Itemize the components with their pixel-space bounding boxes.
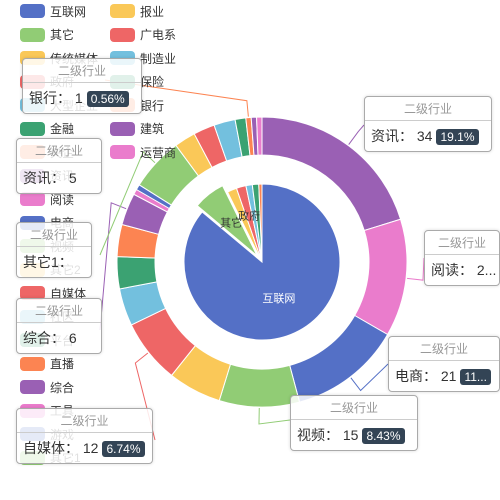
legend-swatch: [20, 356, 45, 371]
legend-item[interactable]: 建筑: [110, 120, 164, 138]
legend-label: 广电系: [140, 28, 177, 42]
legend-item[interactable]: 自媒体: [20, 284, 86, 302]
legend-item[interactable]: 其它: [20, 26, 74, 44]
legend-label: 自媒体: [50, 286, 87, 301]
tooltip-body: 银行： 1 0.56%: [23, 83, 141, 113]
tooltip-header: 二级行业: [425, 231, 499, 255]
legend-item[interactable]: 阅读: [20, 190, 74, 208]
legend-swatch: [110, 4, 135, 18]
inner-pie: [183, 183, 341, 341]
tooltip-header: 二级行业: [365, 97, 491, 121]
legend-label: 银行: [140, 98, 165, 113]
tooltip-body: 自媒体： 12 6.74%: [17, 433, 152, 463]
inner-slice-label-1: 其它: [220, 216, 242, 230]
tooltip-body: 资讯： 34 19.1%: [365, 121, 491, 151]
tooltip-percent: 6.74%: [102, 441, 145, 457]
tooltip-header: 二级行业: [389, 337, 499, 361]
inner-slice-label-3: 政府: [238, 209, 260, 223]
tooltip-box: 二级行业阅读： 2...: [424, 230, 500, 286]
legend-label: 保险: [140, 75, 165, 89]
legend-item[interactable]: 直播: [20, 355, 74, 373]
tooltip-value: 电商： 21: [395, 368, 457, 384]
outer-slice-19[interactable]: [256, 116, 263, 156]
legend-item[interactable]: 互联网: [20, 2, 86, 20]
outer-slice-1[interactable]: [353, 218, 408, 336]
tooltip-body: 阅读： 2...: [425, 255, 499, 285]
tooltip-body: 资讯： 5: [17, 163, 101, 193]
legend-label: 运营商: [140, 145, 177, 160]
legend-item[interactable]: 报业: [110, 2, 164, 20]
legend-label: 报业: [140, 4, 165, 19]
legend-swatch: [20, 4, 45, 18]
tooltip-box: 二级行业综合： 6: [16, 298, 102, 354]
tooltip-value: 自媒体： 12: [23, 440, 99, 456]
tooltip-box: 二级行业资讯： 5: [16, 138, 102, 194]
leader-line-7: [104, 79, 249, 117]
tooltip-value: 资讯： 34: [371, 128, 433, 144]
tooltip-body: 其它1：: [17, 247, 91, 277]
tooltip-header: 二级行业: [17, 139, 101, 163]
leader-line-5: [99, 202, 127, 331]
legend-item[interactable]: 综合: [20, 378, 74, 396]
outer-slice-2[interactable]: [289, 314, 389, 403]
legend-item[interactable]: 金融: [20, 120, 74, 138]
tooltip-value: 银行： 1: [29, 90, 83, 106]
legend-label: 制造业: [140, 51, 177, 66]
legend-swatch: [110, 27, 135, 42]
legend-swatch: [20, 380, 45, 394]
tooltip-header: 二级行业: [291, 396, 417, 420]
tooltip-box: 二级行业 电商： 21 11...: [388, 336, 500, 392]
leader-line-0: [348, 124, 365, 145]
inner-slice-6[interactable]: [258, 183, 263, 263]
leader-lines: [99, 79, 425, 441]
tooltip-body: 电商： 21 11...: [389, 361, 499, 391]
tooltip-body: 综合： 6: [17, 323, 101, 353]
leader-line-2: [350, 363, 389, 392]
inner-slice-1[interactable]: [196, 185, 258, 257]
tooltip-value: 综合： 6: [23, 330, 77, 346]
leader-line-3: [258, 407, 291, 425]
outer-ring: [116, 116, 408, 408]
legend-label: 阅读: [50, 192, 75, 207]
tooltip-body: 视频： 15 8.43%: [291, 420, 417, 450]
tooltip-value: 其它1：: [23, 254, 73, 270]
legend-label: 综合: [50, 380, 75, 395]
legend-swatch: [20, 121, 45, 136]
legend-label: 建筑: [140, 122, 165, 136]
legend-swatch: [20, 192, 45, 206]
legend-label: 金融: [50, 122, 75, 136]
legend-item[interactable]: 广电系: [110, 26, 176, 44]
tooltip-box: 二级行业 视频： 15 8.43%: [290, 395, 418, 451]
legend-swatch: [20, 27, 45, 42]
legend-label: 其它: [50, 28, 75, 42]
tooltip-header: 二级行业: [23, 59, 141, 83]
tooltip-percent: 0.56%: [86, 91, 129, 107]
tooltip-percent: 19.1%: [436, 129, 479, 145]
legend-label: 互联网: [50, 4, 87, 19]
tooltip-percent: 8.43%: [362, 428, 405, 444]
tooltip-box: 二级行业 自媒体： 12 6.74%: [16, 408, 153, 464]
tooltip-header: 二级行业: [17, 223, 91, 247]
legend-label: 直播: [50, 357, 75, 371]
inner-slice-label-0: 互联网: [262, 292, 295, 305]
tooltip-value: 视频： 15: [297, 427, 359, 443]
leader-line-1: [407, 257, 425, 281]
tooltip-box: 二级行业 银行： 1 0.56%: [22, 58, 142, 114]
leader-line-6: [99, 150, 156, 256]
tooltip-percent: 11...: [460, 369, 491, 385]
tooltip-header: 二级行业: [17, 299, 101, 323]
tooltip-box: 二级行业 资讯： 34 19.1%: [364, 96, 492, 152]
tooltip-box: 二级行业其它1：: [16, 222, 92, 278]
legend-swatch: [110, 145, 135, 159]
tooltip-value: 阅读： 2...: [431, 262, 497, 278]
tooltip-header: 二级行业: [17, 409, 152, 433]
legend-item[interactable]: 运营商: [110, 143, 176, 161]
legend-swatch: [110, 121, 135, 136]
legend-swatch: [20, 286, 45, 300]
tooltip-value: 资讯： 5: [23, 170, 77, 186]
outer-slice-3[interactable]: [218, 363, 301, 408]
